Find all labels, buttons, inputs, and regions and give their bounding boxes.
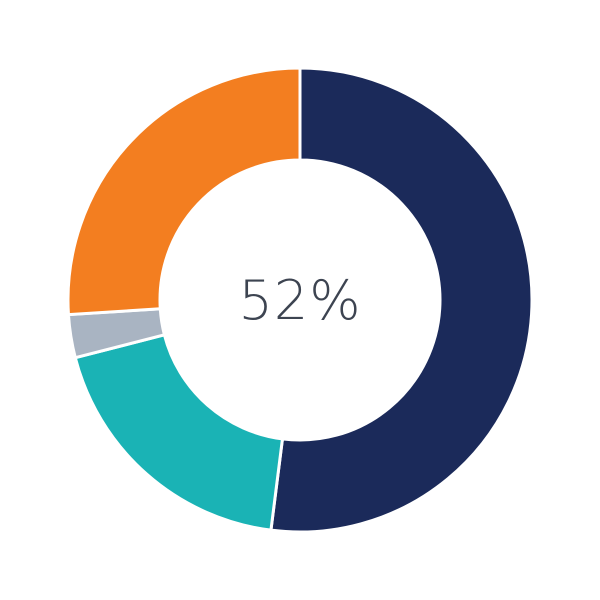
donut-slice-0 bbox=[269, 66, 534, 534]
donut-slice-1 bbox=[73, 332, 285, 532]
donut-slice-3 bbox=[66, 66, 302, 317]
